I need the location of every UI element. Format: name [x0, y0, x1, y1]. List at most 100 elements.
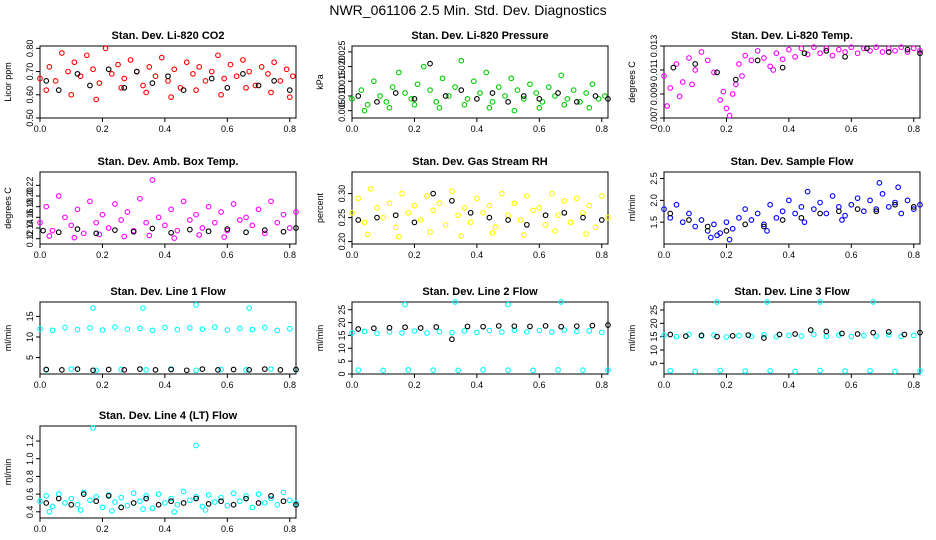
- x-tick-label: 0.8: [907, 380, 920, 390]
- x-tick-label: 0.6: [533, 250, 546, 260]
- data-point: [801, 219, 808, 226]
- data-point: [37, 498, 43, 505]
- data-point: [193, 302, 199, 308]
- data-point: [748, 333, 755, 340]
- data-point: [68, 501, 75, 508]
- data-point: [180, 500, 187, 506]
- data-point: [885, 331, 892, 338]
- data-point: [801, 50, 808, 57]
- data-point: [798, 204, 805, 210]
- data-point: [218, 91, 224, 98]
- data-point: [770, 67, 777, 73]
- data-point: [240, 71, 246, 77]
- data-point: [499, 329, 505, 335]
- data-point: [408, 96, 415, 102]
- x-tick-label: 0.6: [845, 250, 858, 260]
- data-point: [137, 195, 143, 202]
- data-point: [367, 185, 374, 192]
- data-point: [355, 195, 362, 202]
- data-point: [742, 221, 749, 228]
- data-point: [555, 367, 561, 373]
- x-tick-label: 0.4: [159, 380, 172, 390]
- data-point: [489, 90, 496, 96]
- data-point: [714, 69, 720, 76]
- data-point: [792, 331, 798, 337]
- data-point: [271, 59, 277, 66]
- data-point: [96, 231, 103, 238]
- data-point: [211, 219, 218, 226]
- data-point: [411, 96, 418, 102]
- data-point: [486, 104, 493, 111]
- data-point: [764, 299, 770, 305]
- data-point: [62, 324, 68, 331]
- y-axis-label: ml/min: [315, 325, 325, 352]
- y-tick-label: 0.015: [337, 70, 347, 93]
- data-point: [761, 335, 767, 341]
- data-point: [835, 332, 842, 338]
- data-point: [37, 325, 43, 332]
- x-tick-label: 0.4: [783, 380, 796, 390]
- data-point: [561, 197, 568, 204]
- data-point: [402, 324, 408, 331]
- data-point: [143, 367, 149, 373]
- data-point: [171, 508, 178, 515]
- data-point: [449, 197, 455, 204]
- y-tick-label: 0.013: [649, 35, 659, 58]
- data-point: [442, 221, 449, 228]
- data-point: [860, 332, 867, 339]
- data-point: [904, 46, 911, 53]
- data-point: [823, 210, 830, 217]
- x-tick-label: 0.6: [845, 124, 858, 134]
- x-tick-label: 0.2: [720, 250, 733, 260]
- data-point: [467, 219, 474, 226]
- data-point: [879, 49, 886, 55]
- data-point: [542, 323, 549, 329]
- data-point: [467, 209, 474, 216]
- x-tick-label: 0.2: [408, 250, 421, 260]
- data-point: [686, 331, 692, 338]
- data-point: [90, 424, 96, 431]
- data-point: [873, 208, 880, 215]
- y-tick-label: 0.22: [25, 177, 35, 195]
- data-point: [49, 327, 56, 334]
- data-point: [686, 210, 692, 217]
- data-point: [130, 500, 137, 506]
- plot-frame: [663, 45, 921, 119]
- data-point: [548, 190, 555, 197]
- data-point: [96, 80, 103, 87]
- data-point: [573, 98, 580, 105]
- data-point: [155, 214, 162, 221]
- data-point: [673, 61, 680, 67]
- data-point: [355, 367, 362, 373]
- data-point: [676, 93, 683, 100]
- data-point: [505, 301, 511, 308]
- data-point: [205, 492, 212, 498]
- data-point: [74, 366, 81, 372]
- data-point: [464, 96, 471, 102]
- data-point: [149, 80, 156, 87]
- data-point: [43, 493, 50, 499]
- data-point: [873, 206, 880, 212]
- data-point: [592, 93, 599, 99]
- data-point: [102, 45, 109, 52]
- data-point: [43, 500, 50, 506]
- data-point: [860, 45, 867, 52]
- y-tick-label: 0.12: [25, 230, 35, 248]
- x-tick-label: 0.6: [221, 524, 234, 534]
- data-point: [277, 77, 284, 84]
- y-tick-label: 25: [337, 305, 347, 315]
- data-point: [265, 71, 271, 77]
- x-tick-label: 0.8: [907, 250, 920, 260]
- panel-title: Stan. Dev. Line 4 (LT) Flow: [99, 410, 238, 422]
- data-point: [798, 214, 805, 221]
- data-point: [168, 229, 174, 236]
- x-tick-label: 0.2: [96, 250, 109, 260]
- data-point: [580, 367, 586, 373]
- data-point: [243, 367, 249, 373]
- data-point: [71, 59, 78, 66]
- data-point: [411, 202, 418, 209]
- data-point: [598, 193, 605, 199]
- data-point: [527, 81, 533, 88]
- data-point: [436, 328, 443, 335]
- y-tick-label: 0.010: [337, 85, 347, 108]
